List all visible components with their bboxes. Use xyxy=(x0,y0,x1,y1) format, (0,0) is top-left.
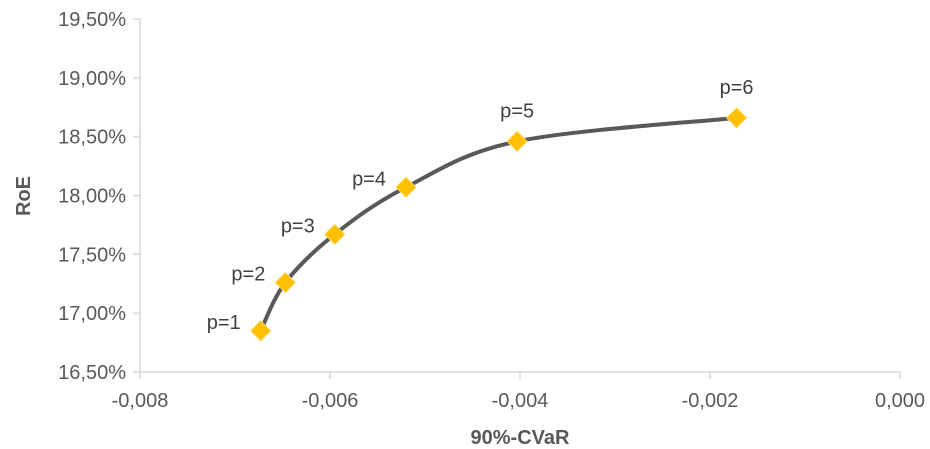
x-tick-label: -0,006 xyxy=(302,390,359,412)
data-label: p=6 xyxy=(720,77,754,99)
x-tick-label: 0,000 xyxy=(875,390,925,412)
y-tick-label: 19,50% xyxy=(58,9,126,31)
data-point-marker xyxy=(395,176,417,198)
data-point-marker xyxy=(725,107,748,129)
data-labels: p=1 p=2 p=3 p=4 p=5 p=6 xyxy=(207,77,754,334)
series-line xyxy=(258,115,739,333)
data-point-marker xyxy=(506,130,528,153)
axes: 16,50% 17,00% 17,50% 18,00% 18,50% 19,00% 19,5… xyxy=(58,9,925,412)
data-label: p=3 xyxy=(281,215,315,237)
y-tick-label: 19,00% xyxy=(58,68,126,90)
data-label: p=1 xyxy=(207,312,241,334)
x-tick-label: -0,004 xyxy=(492,390,549,412)
x-axis-title: 90%-CVaR xyxy=(471,427,570,449)
data-label: p=2 xyxy=(231,264,265,286)
y-tick-label: 18,50% xyxy=(58,127,126,149)
data-point-marker xyxy=(324,223,346,246)
y-axis-title: RoE xyxy=(13,176,35,216)
y-tick-label: 16,50% xyxy=(58,362,126,384)
y-tick-label: 17,50% xyxy=(58,244,126,266)
data-label: p=4 xyxy=(352,168,386,190)
data-point-marker xyxy=(274,271,297,294)
y-tick-label: 18,00% xyxy=(58,186,126,208)
y-tick-label: 17,00% xyxy=(58,303,126,325)
x-tick-label: -0,008 xyxy=(112,390,169,412)
data-point-marker xyxy=(249,320,272,342)
data-label: p=5 xyxy=(500,100,534,122)
x-tick-label: -0,002 xyxy=(682,390,739,412)
series xyxy=(249,107,748,342)
